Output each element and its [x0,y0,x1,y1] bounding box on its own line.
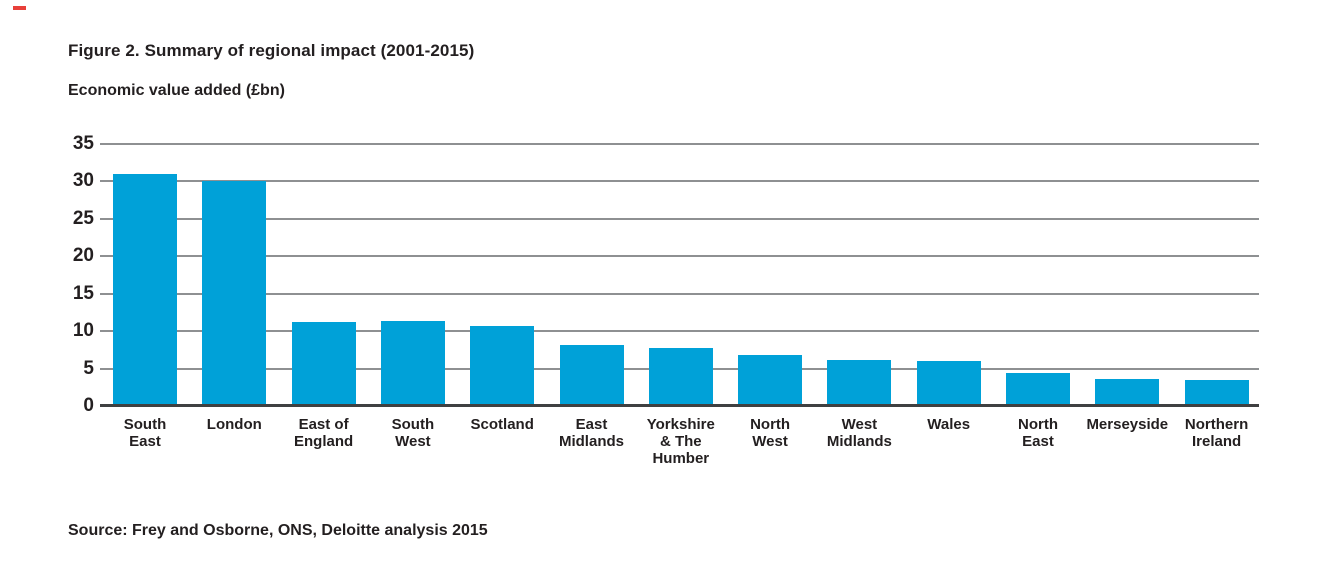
x-tick-label-scotland: Scotland [470,416,534,433]
bar-east-of-england [291,322,356,406]
plot-area [100,143,1259,407]
gridline-25 [100,217,1259,220]
figure-title: Figure 2. Summary of regional impact (20… [68,41,475,60]
gridline-10 [100,330,1259,333]
gridline-35 [100,143,1259,145]
y-tick-label-10: 10 [72,320,94,342]
figure-subtitle-y-axis-unit: Economic value added (£bn) [68,82,285,99]
bar-northern-ireland [1184,380,1249,406]
bar-south-west [380,321,445,406]
bar-london [202,181,267,406]
y-tick-label-0: 0 [83,395,94,416]
bar-north-west [738,355,803,406]
x-tick-label-london: London [206,416,262,433]
x-tick-label-west-midlands: West Midlands [826,416,892,450]
x-tick-label-east-of-england: East of England [294,416,354,450]
x-tick-label-south-west: South West [391,416,435,450]
corner-mark [13,6,26,10]
x-tick-label-north-west: North West [750,416,791,450]
y-tick-label-25: 25 [72,207,94,229]
x-tick-label-northern-ireland: Northern Ireland [1184,416,1249,450]
gridline-15 [100,292,1259,295]
bar-merseyside [1095,379,1160,406]
y-tick-label-35: 35 [72,133,94,154]
x-tick-label-north-east: North East [1018,416,1058,450]
bar-scotland [470,326,535,406]
gridline-20 [100,255,1259,258]
y-tick-label-30: 30 [72,170,94,192]
bar-yorkshire-the-humber [648,348,713,406]
x-tick-label-wales: Wales [927,416,971,433]
source-note: Source: Frey and Osborne, ONS, Deloitte … [68,522,488,539]
x-tick-label-east-midlands: East Midlands [558,416,624,450]
y-tick-label-15: 15 [72,282,94,304]
bar-south-east [113,174,177,406]
x-tick-label-merseyside: Merseyside [1086,416,1169,433]
bar-wales [916,361,981,406]
y-tick-label-5: 5 [83,357,94,379]
bar-west-midlands [827,360,892,406]
gridline-30 [100,180,1259,183]
x-tick-label-south-east: South East [123,416,167,450]
bar-east-midlands [559,345,624,406]
x-axis-line [100,404,1259,407]
x-tick-label-yorkshire-the-humber: Yorkshire & The Humber [646,416,715,467]
y-axis: 0 5 10 15 20 25 30 35 [52,0,94,577]
y-tick-label-20: 20 [72,245,94,267]
bar-north-east [1006,373,1070,406]
